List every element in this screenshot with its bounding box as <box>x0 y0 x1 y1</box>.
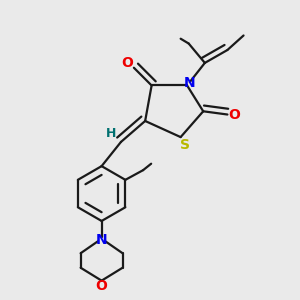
Text: O: O <box>96 280 108 293</box>
Text: N: N <box>96 233 107 247</box>
Text: H: H <box>106 128 116 140</box>
Text: N: N <box>184 76 196 90</box>
Text: S: S <box>181 138 190 152</box>
Text: O: O <box>122 56 134 70</box>
Text: O: O <box>229 107 241 122</box>
